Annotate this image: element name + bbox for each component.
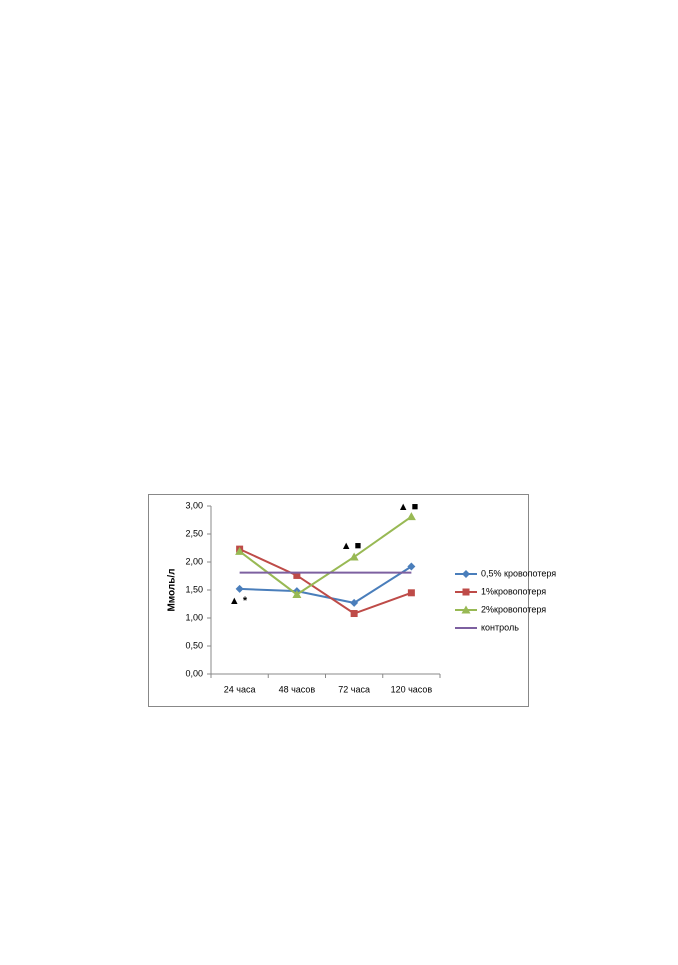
y-tick-label: 1,50 [185,584,203,594]
series-line [239,548,412,615]
marker [350,610,358,618]
annotation: ▲ ■ [341,540,362,552]
marker [407,589,415,597]
legend-marker [462,570,470,578]
legend-label: 2%кровопотеря [481,604,546,614]
x-tick-label: 72 часа [338,684,370,694]
y-tick-label: 3,00 [185,500,203,510]
marker [407,562,416,571]
legend-marker [462,588,470,596]
x-tick-label: 120 часов [391,684,433,694]
y-tick-label: 0,00 [185,668,203,678]
legend-label: 0,5% кровопотеря [481,568,556,578]
x-tick-label: 48 часов [279,684,316,694]
marker [350,598,359,607]
x-tick-label: 24 часа [224,684,256,694]
y-tick-label: 1,00 [185,612,203,622]
annotation: ▲ * [229,595,248,607]
marker [293,571,301,579]
y-tick-label: 0,50 [185,640,203,650]
marker [349,552,359,561]
annotation: ▲ ■ [398,501,419,513]
legend-label: контроль [481,622,519,632]
y-tick-label: 2,00 [185,556,203,566]
series-line [239,565,412,604]
y-tick-label: 2,50 [185,528,203,538]
marker [235,546,245,555]
legend-label: 1%кровопотеря [481,586,546,596]
y-axis-label: Ммоль/л [167,568,178,611]
marker [292,589,302,598]
marker [406,512,416,521]
legend-marker [461,605,471,614]
marker [235,584,244,593]
